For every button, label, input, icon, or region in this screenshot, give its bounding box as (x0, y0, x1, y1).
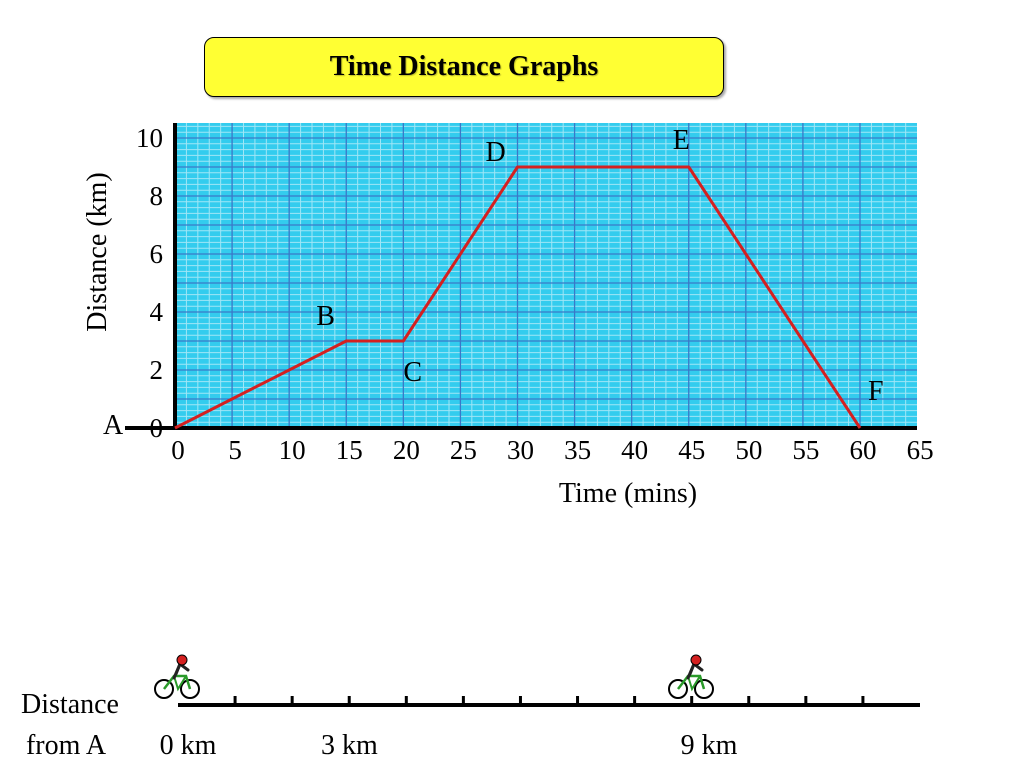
x-tick-label: 10 (279, 435, 306, 465)
point-label-b: B (316, 301, 335, 332)
point-labels: A B C D E F (103, 125, 884, 441)
tick-labels: 0 5 10 15 20 25 30 35 40 45 50 55 60 65 0 2 4 6 8 10 (136, 123, 934, 465)
axes: Time (mins) Distance (km) (82, 123, 917, 509)
point-label-c: C (403, 357, 422, 388)
y-tick-label: 2 (150, 355, 164, 385)
distance-from-a-scale: Distance from A 0 km 3 km 9 km (21, 654, 920, 761)
x-axis-label: Time (mins) (559, 478, 697, 509)
cyclist-icon (668, 654, 714, 699)
bike-wheel (668, 679, 688, 699)
x-tick-label: 5 (228, 435, 242, 465)
cyclist-icon (154, 654, 200, 699)
series (174, 165, 862, 430)
x-tick-label: 0 (171, 435, 185, 465)
y-tick-label: 10 (136, 123, 163, 153)
chart-title: Time Distance Graphs (329, 51, 599, 82)
x-tick-label: 60 (850, 435, 877, 465)
plot-area (175, 123, 917, 428)
bike-frame (677, 674, 706, 690)
rider-leg (172, 662, 182, 680)
x-tick-label: 25 (450, 435, 477, 465)
point-label-f: F (868, 376, 884, 407)
bike-frame (173, 675, 187, 692)
distance-label-line2: from A (26, 730, 107, 761)
x-tick-label: 20 (393, 435, 420, 465)
rider-leg (686, 662, 696, 680)
bike-wheel (694, 679, 714, 699)
y-tick-label: 8 (150, 181, 164, 211)
x-tick-label: 40 (621, 435, 648, 465)
x-tick-label: 35 (564, 435, 591, 465)
x-tick-label: 65 (907, 435, 934, 465)
y-axis-label: Distance (km) (82, 172, 113, 331)
chart-title-box: Time Distance Graphs (204, 37, 724, 97)
x-tick-label: 55 (792, 435, 819, 465)
distance-marker-label: 9 km (681, 730, 738, 761)
grid (175, 123, 917, 428)
distance-label-line1: Distance (21, 689, 119, 720)
bike-frame (687, 675, 701, 692)
point-label-a: A (103, 410, 124, 441)
rider-helmet (690, 654, 702, 666)
rider-helmet (176, 654, 188, 666)
distance-marker-label: 3 km (321, 730, 378, 761)
x-tick-label: 45 (678, 435, 705, 465)
distance-marker-label: 0 km (160, 730, 217, 761)
x-tick-label: 50 (735, 435, 762, 465)
point-label-d: D (486, 137, 506, 168)
point-label-e: E (673, 125, 690, 156)
x-tick-label: 30 (507, 435, 534, 465)
y-tick-label: 4 (150, 297, 164, 327)
bike-frame (163, 674, 192, 690)
x-tick-label: 15 (336, 435, 363, 465)
bike-wheel (154, 679, 174, 699)
bike-wheel (180, 679, 200, 699)
y-tick-label: 6 (150, 239, 164, 269)
series-line (174, 165, 862, 430)
y-tick-label: 0 (150, 413, 164, 443)
